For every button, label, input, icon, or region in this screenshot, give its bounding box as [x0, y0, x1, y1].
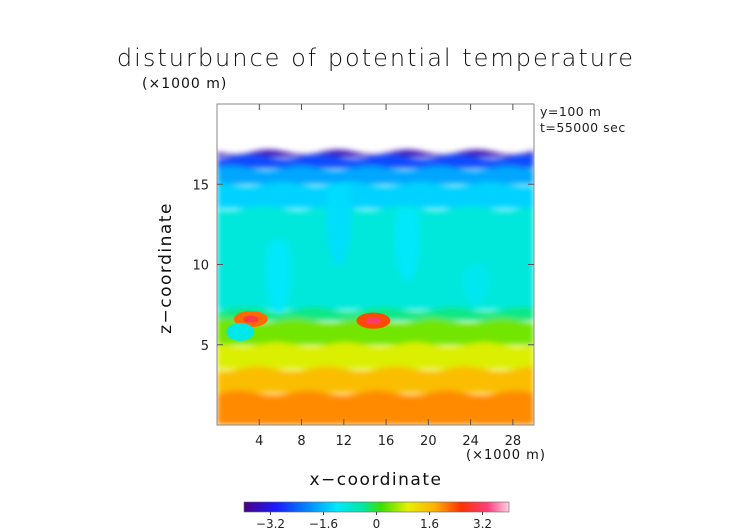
- x-tick-label: 24: [462, 434, 479, 449]
- annotation-time: t=55000 sec: [540, 120, 626, 135]
- field-layer: [217, 165, 534, 185]
- x-tick-label: 4: [255, 434, 263, 449]
- field-layer: [217, 318, 534, 345]
- colorbar: [243, 501, 510, 513]
- cold-plume: [264, 240, 292, 313]
- cold-plume: [325, 184, 352, 265]
- field-layer: [217, 390, 534, 425]
- cold-plume: [462, 264, 490, 305]
- y-tick-label: 15: [192, 178, 209, 193]
- colorbar-tick-label: −1.6: [309, 517, 338, 531]
- colorbar-tick-label: −3.2: [256, 517, 285, 531]
- cold-plume: [393, 208, 421, 281]
- x-tick-label: 12: [336, 434, 353, 449]
- field-layer: [217, 366, 534, 393]
- field-layer: [217, 154, 534, 169]
- x-axis-unit: (×1000 m): [466, 448, 546, 463]
- colorbar-tick-label: 3.2: [473, 517, 492, 531]
- heatmap-field: [217, 149, 534, 425]
- cool-blob: [226, 322, 255, 341]
- field-layer: [217, 181, 534, 209]
- colorbar-tick-label: 1.6: [420, 517, 439, 531]
- x-tick-label: 28: [505, 434, 522, 449]
- field-layer: [217, 342, 534, 369]
- colorbar-tick-label: 0: [373, 517, 381, 531]
- x-tick-label: 16: [378, 434, 395, 449]
- y-axis-unit: (×1000 m): [142, 76, 228, 92]
- field-layer: [217, 149, 534, 157]
- chart-title: disturbunce of potential temperature: [116, 44, 636, 72]
- annotation-y: y=100 m: [540, 104, 602, 119]
- field-layer: [217, 205, 534, 310]
- y-tick-label: 5: [201, 339, 209, 354]
- warm-blob-core: [243, 315, 259, 323]
- y-tick-label: 10: [192, 259, 209, 274]
- warm-blob-core: [365, 317, 382, 325]
- x-tick-label: 20: [420, 434, 437, 449]
- x-tick-label: 8: [297, 434, 305, 449]
- x-axis-label: x−coordinate: [309, 470, 443, 490]
